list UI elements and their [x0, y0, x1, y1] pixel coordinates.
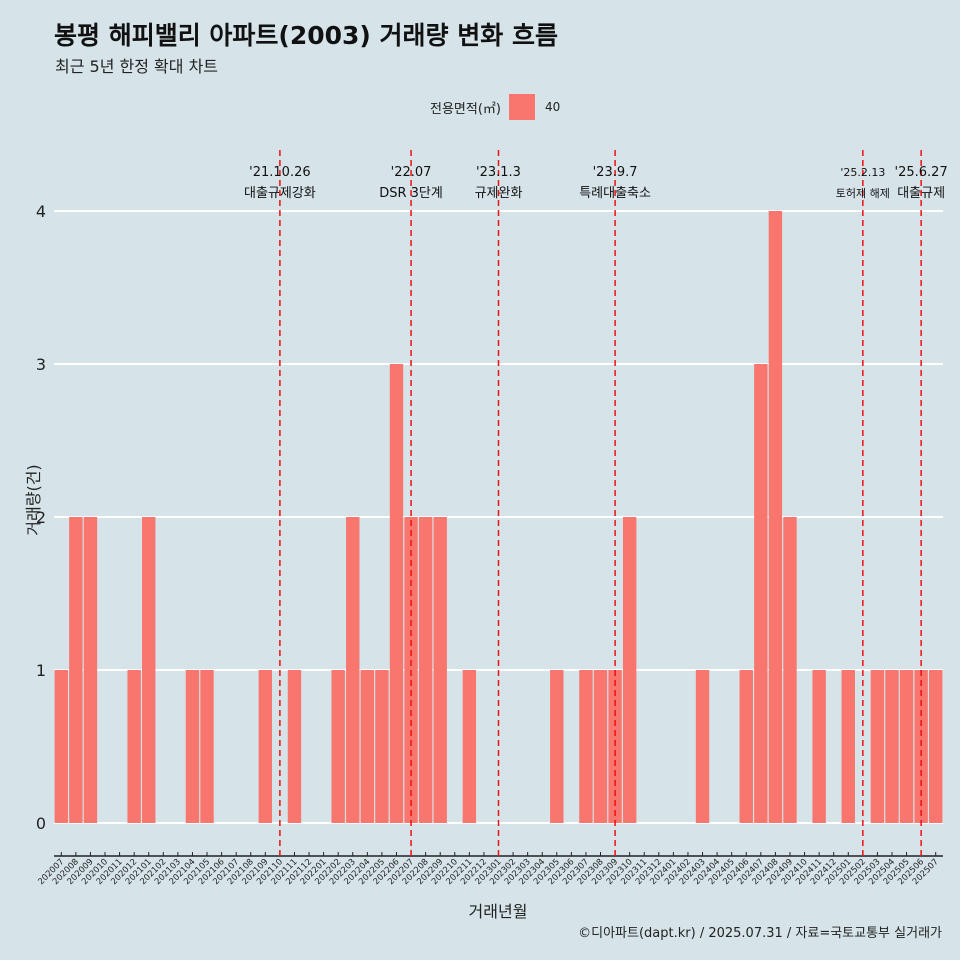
bar-202203 — [346, 517, 360, 823]
y-tick-label: 4 — [36, 202, 46, 221]
annotation-date: '23.9.7 — [593, 165, 638, 180]
x-axis-label: 거래년월 — [468, 902, 528, 921]
bar-202111 — [287, 670, 302, 823]
bar-202403 — [695, 670, 710, 823]
annotation-label: DSR 3단계 — [379, 186, 443, 201]
bar-202407 — [754, 364, 768, 823]
bar-202411 — [812, 670, 826, 823]
y-tick-label: 2 — [36, 508, 46, 527]
bar-202505 — [899, 670, 914, 823]
bar-202012 — [127, 670, 141, 823]
bar-202309 — [608, 670, 622, 823]
annotation-date: '22.07 — [391, 165, 432, 180]
legend-title: 전용면적(㎡) — [430, 101, 501, 117]
bar-202101 — [142, 517, 156, 823]
bar-202009 — [83, 517, 98, 823]
annotation-date: '25.2.13 — [840, 166, 885, 179]
annotation-label: 토허제 해제 — [836, 186, 890, 200]
bar-202507 — [929, 670, 943, 823]
y-tick-label: 3 — [36, 355, 46, 374]
bar-202008 — [69, 517, 83, 823]
bar-202310 — [622, 517, 637, 823]
legend-swatch — [508, 94, 535, 120]
bar-202409 — [783, 517, 797, 823]
bar-202307 — [579, 670, 593, 823]
bar-202408 — [768, 211, 783, 823]
bar-202504 — [885, 670, 899, 823]
bar-202104 — [185, 670, 200, 823]
bar-202305 — [550, 670, 564, 823]
annotation-date: '23.1.3 — [476, 165, 521, 180]
bar-202007 — [54, 670, 68, 823]
annotation-label: 대출규제강화 — [244, 186, 316, 201]
chart-title: 봉평 해피밸리 아파트(2003) 거래량 변화 흐름 — [54, 21, 558, 50]
annotation-label: 대출규제 — [897, 186, 945, 201]
bar-202503 — [870, 670, 885, 823]
bar-202206 — [389, 364, 404, 823]
bar-202202 — [331, 670, 345, 823]
legend: 전용면적(㎡) 40 — [430, 94, 560, 120]
bar-202209 — [433, 517, 447, 823]
bar-202501 — [841, 670, 855, 823]
bar-202211 — [462, 670, 477, 823]
y-tick-label: 1 — [36, 661, 46, 680]
annotation-label: 특례대출축소 — [579, 186, 651, 201]
chart-subtitle: 최근 5년 한정 확대 차트 — [55, 57, 219, 76]
y-axis-label: 거래량(건) — [24, 464, 43, 536]
bar-202506 — [914, 670, 928, 823]
source-caption: ©디아파트(dapt.kr) / 2025.07.31 / 자료=국토교통부 실… — [578, 926, 942, 941]
bar-202308 — [593, 670, 608, 823]
annotation-date: '21.10.26 — [249, 165, 310, 180]
annotation-label: 규제완화 — [475, 186, 523, 201]
annotation-date: '25.6.27 — [895, 165, 948, 180]
bar-202204 — [360, 670, 375, 823]
bar-202109 — [258, 670, 273, 823]
y-tick-label: 0 — [36, 814, 46, 833]
bar-202105 — [200, 670, 214, 823]
bar-202406 — [739, 670, 753, 823]
legend-label: 40 — [544, 100, 561, 114]
bar-202205 — [375, 670, 389, 823]
bar-202208 — [418, 517, 433, 823]
